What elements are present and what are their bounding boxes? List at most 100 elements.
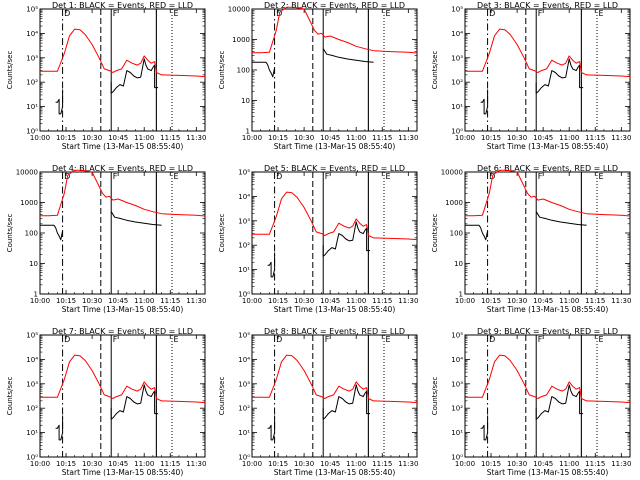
event-marker-D: D — [489, 335, 495, 344]
y-tick-label: 100 — [25, 230, 38, 238]
x-axis-label: Start Time (13-Mar-15 08:55:40) — [274, 305, 396, 314]
event-marker-F: F — [538, 9, 543, 18]
lld-series-line — [465, 28, 631, 78]
event-marker-E: E — [386, 9, 391, 18]
event-marker-E: E — [174, 9, 179, 18]
y-tick-label: 10⁵ — [238, 332, 250, 340]
y-tick-label: 10¹ — [26, 429, 38, 437]
x-tick-label: 10:45 — [108, 297, 128, 305]
y-tick-label: 10000 — [16, 169, 38, 177]
event-marker-F: F — [325, 335, 330, 344]
x-axis-label: Start Time (13-Mar-15 08:55:40) — [62, 305, 184, 314]
x-tick-label: 10:15 — [268, 134, 288, 142]
panel-title: Det 5: BLACK = Events, RED = LLD — [264, 164, 405, 173]
lld-series-line — [465, 169, 631, 217]
panel-title: Det 2: BLACK = Events, RED = LLD — [264, 1, 405, 10]
panel-title: Det 6: BLACK = Events, RED = LLD — [477, 164, 618, 173]
lld-series-line — [40, 169, 206, 217]
y-tick-label: 10³ — [238, 217, 250, 225]
y-tick-label: 10 — [454, 260, 463, 268]
y-tick-label: 10⁰ — [26, 128, 38, 136]
y-tick-label: 10⁴ — [238, 193, 250, 201]
panel-title: Det 9: BLACK = Events, RED = LLD — [477, 327, 618, 336]
plot-frame — [251, 334, 418, 458]
x-tick-label: 10:15 — [56, 460, 76, 468]
x-tick-label: 11:30 — [186, 297, 206, 305]
x-tick-label: 10:00 — [455, 460, 475, 468]
x-tick-label: 11:15 — [585, 460, 605, 468]
events-series-line — [55, 58, 159, 115]
y-tick-label: 10² — [238, 405, 250, 413]
x-tick-label: 10:15 — [56, 134, 76, 142]
y-axis-label: Counts/sec — [431, 214, 439, 253]
x-tick-label: 10:30 — [82, 460, 102, 468]
plot-frame — [251, 171, 418, 295]
y-tick-label: 10³ — [26, 380, 38, 388]
x-axis-label: Start Time (13-Mar-15 08:55:40) — [487, 305, 609, 314]
x-tick-label: 11:00 — [559, 460, 579, 468]
x-tick-label: 11:00 — [134, 460, 154, 468]
y-tick-label: 10³ — [451, 54, 463, 62]
y-tick-label: 1 — [459, 291, 463, 299]
x-tick-label: 10:00 — [242, 134, 262, 142]
y-axis-label: Counts/sec — [218, 377, 226, 416]
event-marker-D: D — [64, 9, 70, 18]
x-tick-label: 10:15 — [481, 297, 501, 305]
events-series-line — [480, 58, 584, 115]
x-tick-label: 11:30 — [611, 134, 631, 142]
event-marker-E: E — [174, 172, 179, 181]
y-axis-label: Counts/sec — [218, 51, 226, 90]
x-axis-label: Start Time (13-Mar-15 08:55:40) — [274, 142, 396, 151]
panel-title: Det 3: BLACK = Events, RED = LLD — [477, 1, 618, 10]
x-tick-label: 11:30 — [398, 297, 418, 305]
x-tick-label: 10:15 — [268, 297, 288, 305]
x-tick-label: 10:45 — [108, 134, 128, 142]
event-marker-E: E — [386, 172, 391, 181]
plot-frame — [464, 334, 631, 458]
events-series-line — [55, 384, 159, 441]
y-tick-label: 10⁰ — [238, 454, 250, 462]
x-tick-label: 10:30 — [507, 134, 527, 142]
x-tick-label: 10:30 — [82, 297, 102, 305]
x-tick-label: 11:30 — [398, 460, 418, 468]
event-marker-F: F — [538, 172, 543, 181]
y-axis-label: Counts/sec — [6, 214, 14, 253]
event-marker-F: F — [538, 335, 543, 344]
y-tick-label: 10⁴ — [451, 30, 463, 38]
x-tick-label: 10:45 — [533, 297, 553, 305]
y-tick-label: 10⁴ — [26, 356, 38, 364]
event-marker-E: E — [599, 9, 604, 18]
y-tick-label: 10000 — [441, 169, 463, 177]
lld-series-line — [252, 354, 418, 404]
y-tick-label: 10000 — [228, 6, 250, 14]
x-axis-label: Start Time (13-Mar-15 08:55:40) — [487, 468, 609, 477]
x-tick-label: 11:00 — [134, 297, 154, 305]
y-tick-label: 1 — [34, 291, 38, 299]
detector-panel-9: Det 9: BLACK = Events, RED = LLD 10⁰ 10¹ 10… — [431, 327, 631, 477]
event-marker-F: F — [113, 9, 118, 18]
panel-title: Det 8: BLACK = Events, RED = LLD — [264, 327, 405, 336]
x-tick-label: 11:15 — [372, 297, 392, 305]
x-axis-label: Start Time (13-Mar-15 08:55:40) — [62, 468, 184, 477]
events-series-line — [267, 384, 371, 441]
panel-title: Det 4: BLACK = Events, RED = LLD — [52, 164, 193, 173]
x-tick-label: 10:45 — [108, 460, 128, 468]
lld-series-line — [252, 6, 418, 54]
x-tick-label: 11:00 — [346, 297, 366, 305]
events-series-line — [40, 211, 162, 241]
y-tick-label: 10¹ — [451, 103, 463, 111]
event-marker-F: F — [325, 9, 330, 18]
x-tick-label: 10:00 — [242, 297, 262, 305]
y-tick-label: 10¹ — [26, 103, 38, 111]
x-tick-label: 11:30 — [611, 460, 631, 468]
y-tick-label: 10⁰ — [26, 454, 38, 462]
detector-panel-3: Det 3: BLACK = Events, RED = LLD 10⁰ 10¹ 10… — [431, 1, 631, 151]
y-tick-label: 1000 — [232, 36, 250, 44]
y-axis-label: Counts/sec — [218, 214, 226, 253]
y-tick-label: 1 — [246, 128, 250, 136]
y-tick-label: 10¹ — [451, 429, 463, 437]
y-tick-label: 10 — [29, 260, 38, 268]
y-tick-label: 10² — [26, 405, 38, 413]
detector-panel-6: Det 6: BLACK = Events, RED = LLD 1 10 100 10… — [431, 164, 631, 314]
